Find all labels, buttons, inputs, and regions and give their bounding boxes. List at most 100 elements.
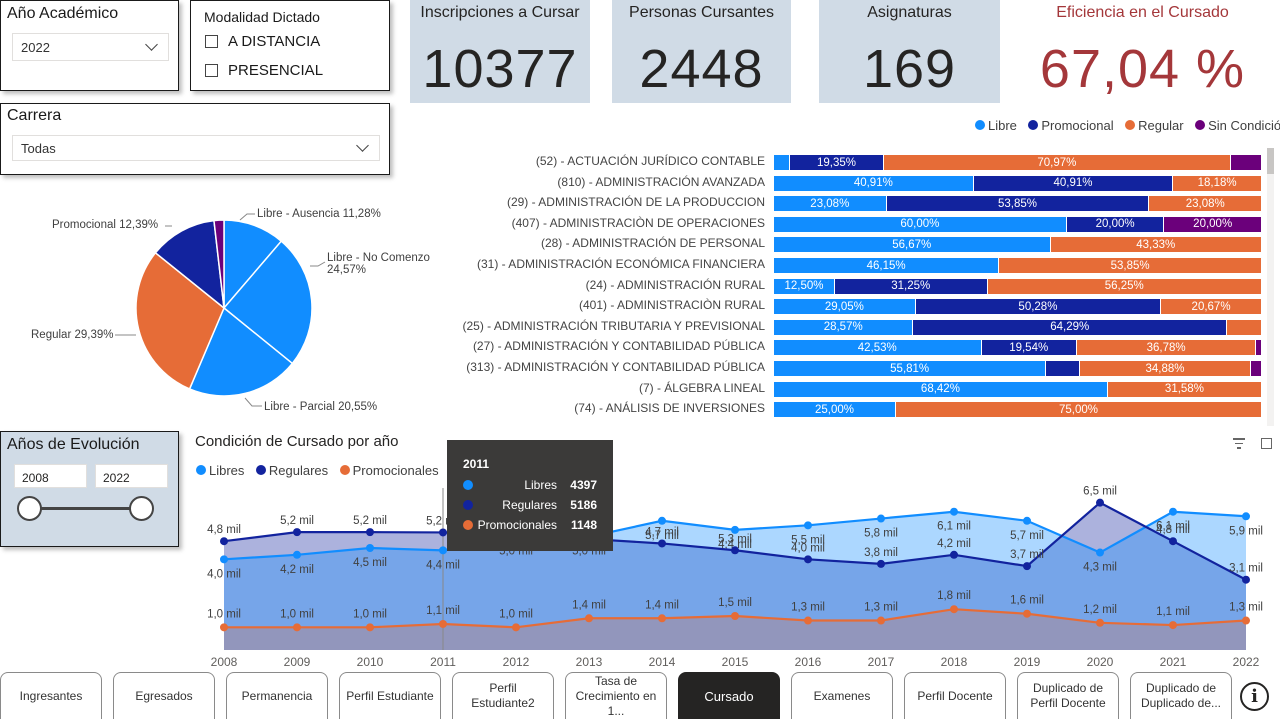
point-promocionales[interactable] [512,623,520,632]
pie-slice-libre-no-comenzo[interactable] [222,240,313,365]
data-label-libres: 4,3 mil [1083,562,1117,574]
legend-item-promocionales[interactable]: Promocionales [339,463,439,478]
point-regulares[interactable] [1096,498,1104,507]
tab-examenes[interactable]: Examenes [791,672,893,719]
focus-mode-icon[interactable] [1261,438,1272,449]
legend-item-libre[interactable]: Libre [975,118,1017,133]
legend-item-regulares[interactable]: Regulares [255,463,328,478]
point-promocionales[interactable] [1023,609,1031,618]
legend-item-libres[interactable]: Libres [196,463,244,478]
checkbox[interactable] [205,35,218,48]
point-promocionales[interactable] [1242,616,1250,625]
checkbox[interactable] [205,64,218,77]
x-axis-tick-label: 2008 [211,655,238,669]
point-libres[interactable] [1096,548,1104,557]
point-promocionales[interactable] [731,612,739,620]
point-regulares[interactable] [293,528,301,537]
legend-item-promocional[interactable]: Promocional [1028,118,1114,133]
slicer-ano-academico: Año Académico 2022 [0,0,179,91]
point-promocionales[interactable] [220,623,228,632]
point-libres[interactable] [877,514,885,523]
point-regulares[interactable] [1023,562,1031,571]
point-regulares[interactable] [731,546,739,555]
tooltip-row: Libres 4397 [463,478,597,494]
data-label-promocionales: 1,3 mil [1229,602,1263,614]
point-libres[interactable] [1023,516,1031,525]
tab-perfil-docente[interactable]: Perfil Docente [904,672,1006,719]
point-regulares[interactable] [658,539,666,548]
point-libres[interactable] [658,516,666,525]
point-promocionales[interactable] [585,614,593,623]
point-libres[interactable] [439,546,447,555]
range-slider-handle-left[interactable] [17,496,42,521]
tab-ingresantes[interactable]: Ingresantes [0,672,102,719]
x-axis-tick-label: 2016 [795,655,822,669]
tooltip-label: Libres [524,478,557,492]
filter-icon[interactable] [1233,438,1245,449]
legend-item-regular[interactable]: Regular [1125,118,1184,133]
point-promocionales[interactable] [950,605,958,614]
carrera-dropdown[interactable]: Todas [12,135,380,161]
legend-item-sin-condicion[interactable]: Sin Condición [1195,118,1280,133]
point-regulares[interactable] [877,559,885,568]
point-regulares[interactable] [220,537,228,546]
pie-slice-promocional[interactable] [154,219,225,310]
tooltip-value: 1148 [570,518,597,532]
kpi-asignaturas: Asignaturas 169 [819,0,1000,103]
point-regulares[interactable] [366,528,374,537]
checkbox-presencial[interactable]: PRESENCIAL [205,62,323,79]
tab-egresados[interactable]: Egresados [113,672,215,719]
pie-slice-regular[interactable] [135,251,225,390]
point-promocionales[interactable] [1096,618,1104,627]
point-libres[interactable] [1242,512,1250,521]
checkbox-a-distancia[interactable]: A DISTANCIA [205,33,320,50]
point-promocionales[interactable] [1169,621,1177,630]
data-label-libres: 6,1 mil [1156,521,1190,533]
point-promocionales[interactable] [439,619,447,628]
tab-cursado[interactable]: Cursado [678,672,780,719]
tab-perfil-estudiante2[interactable]: Perfil Estudiante2 [452,672,554,719]
point-regulares[interactable] [950,550,958,559]
scrollbar-thumb[interactable] [1267,148,1274,174]
point-libres[interactable] [804,521,812,530]
slicer-anos-evolucion: Años de Evolución 2008 2022 [0,431,179,547]
point-libres[interactable] [220,555,228,564]
range-to-input[interactable]: 2022 [95,464,168,488]
pie-slice-sin-condici-n[interactable] [213,219,225,309]
kpi-value: 10377 [422,39,578,99]
kpi-title: Inscripciones a Cursar [420,4,580,21]
point-regulares[interactable] [1169,537,1177,546]
tab-tasa-de-crecimiento-en-1[interactable]: Tasa de Crecimiento en 1... [565,672,667,719]
range-from-input[interactable]: 2008 [14,464,87,488]
tab-duplicado-de-duplicado-de[interactable]: Duplicado de Duplicado de... [1130,672,1232,719]
tab-duplicado-de-perfil-docente[interactable]: Duplicado de Perfil Docente [1017,672,1119,719]
data-label-promocionales: 1,5 mil [718,597,752,609]
info-icon[interactable]: i [1240,682,1269,711]
kpi-inscripciones: Inscripciones a Cursar 10377 [410,0,590,103]
point-promocionales[interactable] [804,616,812,625]
point-promocionales[interactable] [658,614,666,623]
data-label-promocionales: 1,0 mil [207,608,241,620]
kpi-title: Eficiencia en el Cursado [1056,4,1229,21]
range-slider-track[interactable] [29,507,141,510]
point-libres[interactable] [950,507,958,516]
point-regulares[interactable] [1242,575,1250,584]
point-promocionales[interactable] [366,623,374,632]
point-libres[interactable] [366,544,374,552]
tab-permanencia[interactable]: Permanencia [226,672,328,719]
point-libres[interactable] [1169,507,1177,516]
point-regulares[interactable] [439,528,447,537]
bar-chart-scrollbar[interactable] [1267,148,1274,426]
point-promocionales[interactable] [877,616,885,625]
range-slider-handle-right[interactable] [129,496,154,521]
data-label-regulares: 4,7 mil [645,526,679,538]
bar-legend: Libre Promocional Regular Sin Condición [968,117,1280,135]
tab-perfil-estudiante[interactable]: Perfil Estudiante [339,672,441,719]
point-promocionales[interactable] [293,623,301,632]
year-dropdown[interactable]: 2022 [12,33,169,61]
point-regulares[interactable] [804,555,812,564]
point-libres[interactable] [293,550,301,559]
point-libres[interactable] [731,525,739,534]
x-axis-tick-label: 2012 [503,655,530,669]
data-label-regulares: 4,0 mil [791,542,825,554]
